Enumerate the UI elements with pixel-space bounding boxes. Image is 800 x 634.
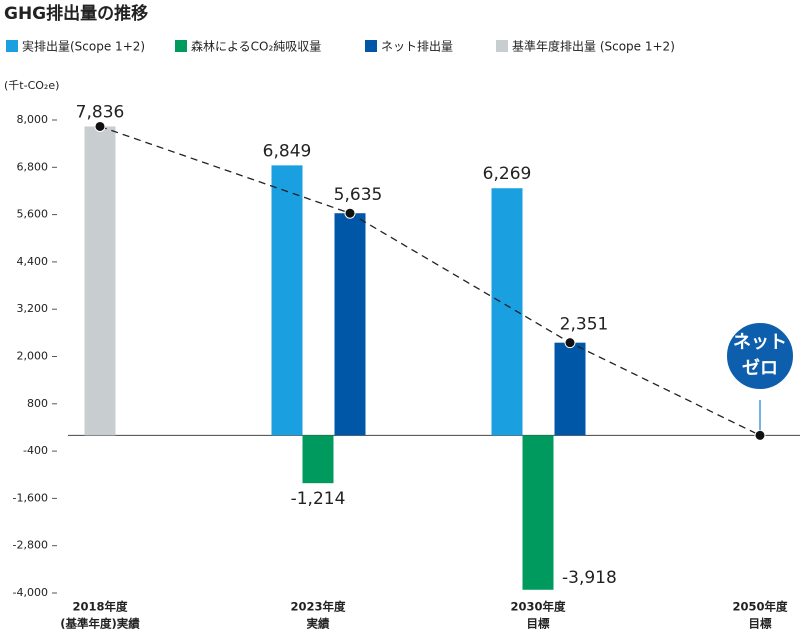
value-label: 2,351	[560, 315, 609, 335]
trajectory-point	[754, 429, 766, 441]
y-tick-label: 6,800	[17, 160, 49, 173]
bar	[522, 435, 554, 590]
annotation-bubble	[725, 321, 795, 391]
y-tick-label: -4,000	[13, 586, 48, 599]
y-tick-label: 2,000	[17, 350, 49, 363]
y-tick-label: 3,200	[17, 302, 49, 315]
chart-title: GHG排出量の推移	[4, 3, 148, 24]
annotation-text: ゼロ	[742, 357, 778, 379]
value-label: -3,918	[562, 568, 617, 588]
legend-label: 実排出量(Scope 1+2)	[22, 39, 145, 54]
bar	[302, 435, 334, 484]
value-label: 7,836	[76, 102, 125, 122]
legend-swatch	[6, 40, 18, 52]
bar	[271, 165, 303, 436]
trajectory-point	[344, 207, 356, 219]
value-label: -1,214	[291, 489, 346, 509]
bar	[84, 126, 116, 436]
bar	[334, 213, 366, 436]
y-tick-label: 8,000	[17, 113, 49, 126]
y-tick-label: 5,600	[17, 208, 49, 221]
x-tick-label: (基準年度)実績	[60, 617, 140, 631]
legend-label: 森林によるCO₂純吸収量	[191, 39, 321, 54]
x-tick-label: 実績	[307, 617, 330, 631]
value-label: 5,635	[334, 185, 383, 205]
trajectory-point	[94, 120, 106, 132]
annotation-text: ネット	[733, 332, 787, 353]
legend-label: 基準年度排出量 (Scope 1+2)	[512, 39, 675, 54]
value-label: 6,849	[263, 141, 312, 161]
x-tick-label: 目標	[749, 617, 772, 631]
trajectory-line	[99, 125, 761, 436]
x-tick-label: 2030年度	[510, 600, 566, 614]
y-tick-label: -400	[23, 444, 48, 457]
x-tick-label: 2018年度	[72, 600, 128, 614]
y-tick-label: 800	[27, 397, 48, 410]
legend-swatch	[496, 40, 508, 52]
legend-label: ネット排出量	[381, 40, 453, 54]
value-label: 6,269	[483, 164, 532, 184]
y-tick-label: 4,400	[17, 255, 49, 268]
legend-swatch	[175, 40, 187, 52]
legend-swatch	[365, 40, 377, 52]
y-axis-label: (千t-CO₂e)	[4, 79, 59, 92]
x-tick-label: 2050年度	[732, 600, 788, 614]
x-tick-label: 2023年度	[290, 600, 346, 614]
x-tick-label: 目標	[527, 617, 550, 631]
bar	[554, 342, 586, 436]
y-tick-label: -1,600	[13, 491, 48, 504]
trajectory-point	[564, 337, 576, 349]
y-tick-label: -2,800	[13, 539, 48, 552]
